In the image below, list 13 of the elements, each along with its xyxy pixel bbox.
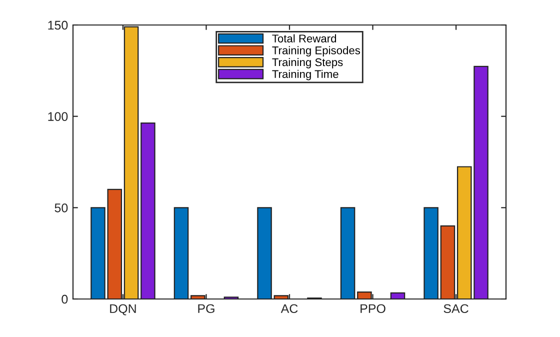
y-tick-label: 50 — [54, 203, 68, 212]
legend-label: Training Steps — [272, 58, 343, 68]
legend-label: Training Time — [272, 70, 338, 80]
legend-label: Training Episodes — [272, 46, 360, 56]
x-tick-label: DQN — [110, 304, 136, 316]
x-tick-label: PPO — [360, 304, 386, 314]
x-tick-label: PG — [198, 304, 214, 314]
y-tick-label: 0 — [62, 294, 68, 304]
x-tick-label: SAC — [444, 304, 468, 314]
legend-label: Total Reward — [272, 34, 336, 42]
y-tick-label: 150 — [48, 20, 68, 30]
y-tick-label: 100 — [48, 112, 68, 121]
x-tick-label: AC — [280, 304, 298, 314]
